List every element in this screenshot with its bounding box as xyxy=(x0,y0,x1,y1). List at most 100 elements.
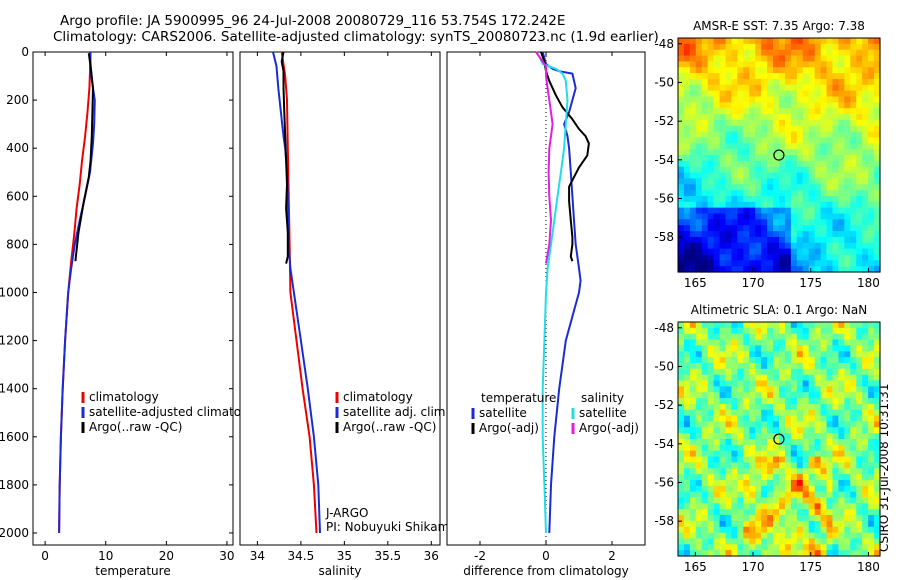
heatmap-cell xyxy=(814,362,822,370)
heatmap-cell xyxy=(826,322,834,329)
heatmap-cell xyxy=(784,479,792,487)
heatmap-cell xyxy=(695,178,703,185)
heatmap-cell xyxy=(784,544,792,551)
heatmap-cell xyxy=(820,78,828,86)
heatmap-cell xyxy=(850,155,857,162)
heatmap-cell xyxy=(844,515,851,522)
heatmap-cell xyxy=(755,172,762,179)
heatmap-cell xyxy=(838,327,845,335)
heatmap-cell xyxy=(856,503,863,510)
heatmap-cell xyxy=(874,131,881,139)
heatmap-cell xyxy=(683,444,691,452)
heatmap-cell xyxy=(755,178,762,185)
heatmap-cell xyxy=(814,468,822,475)
heatmap-cell xyxy=(773,526,780,534)
heatmap-cell xyxy=(683,544,691,551)
heatmap-cell xyxy=(695,444,703,452)
heatmap-cell xyxy=(749,172,756,179)
heatmap-cell xyxy=(731,61,739,68)
heatmap-cell xyxy=(678,351,685,358)
heatmap-cell xyxy=(749,526,756,534)
heatmap-cell xyxy=(737,172,744,179)
heatmap-cell xyxy=(856,149,863,156)
heatmap-cell xyxy=(678,439,685,446)
heatmap-cell xyxy=(868,444,875,452)
heatmap-cell xyxy=(707,78,715,86)
heatmap-cell xyxy=(790,509,798,516)
heatmap-cell xyxy=(749,509,756,516)
heatmap-cell xyxy=(695,450,703,458)
heatmap-cell xyxy=(779,520,786,528)
heatmap-cell xyxy=(719,333,727,341)
heatmap-cell xyxy=(743,195,750,203)
heatmap-cell xyxy=(808,503,816,510)
heatmap-cell xyxy=(701,125,709,133)
heatmap-cell xyxy=(683,357,691,364)
heatmap-cell xyxy=(850,61,857,68)
heatmap-cell xyxy=(695,242,703,250)
heatmap-cell xyxy=(725,38,733,45)
heatmap-cell xyxy=(844,190,851,197)
heatmap-cell xyxy=(826,444,834,452)
heatmap-cell xyxy=(695,333,703,341)
heatmap-cell xyxy=(725,427,733,434)
heatmap-cell xyxy=(779,386,786,393)
heatmap-cell xyxy=(779,96,786,103)
heatmap-cell xyxy=(796,90,804,98)
heatmap-cell xyxy=(814,84,822,92)
heatmap-cell xyxy=(814,403,822,411)
heatmap-cell xyxy=(820,219,828,226)
heatmap-cell xyxy=(814,415,822,423)
heatmap-cell xyxy=(784,55,792,62)
heatmap-cell xyxy=(874,90,881,98)
heatmap-cell xyxy=(844,119,851,127)
heatmap-cell xyxy=(784,538,792,545)
heatmap-cell xyxy=(755,38,762,45)
heatmap-cell xyxy=(707,155,715,162)
heatmap-cell xyxy=(790,67,798,74)
heatmap-cell xyxy=(826,450,834,458)
heatmap-cell xyxy=(761,90,768,98)
heatmap-cell xyxy=(838,456,845,463)
heatmap-cell xyxy=(707,90,715,98)
heatmap-cell xyxy=(755,503,762,510)
heatmap-cell xyxy=(820,544,828,551)
heatmap-cell xyxy=(779,433,786,440)
heatmap-cell xyxy=(737,503,744,510)
heatmap-cell xyxy=(802,67,810,74)
heatmap-cell xyxy=(874,114,881,121)
heatmap-cell xyxy=(743,73,750,80)
heatmap-cell xyxy=(678,339,685,346)
heatmap-cell xyxy=(779,114,786,121)
heatmap-cell xyxy=(856,254,863,261)
heatmap-cell xyxy=(755,550,762,557)
heatmap-cell xyxy=(761,201,768,209)
heatmap-cell xyxy=(725,96,733,103)
heatmap-cell xyxy=(701,380,709,387)
heatmap-cell xyxy=(796,544,804,551)
heatmap-cell xyxy=(796,322,804,329)
heatmap-cell xyxy=(796,357,804,364)
heatmap-cell xyxy=(707,380,715,387)
heatmap-cell xyxy=(874,61,881,68)
heatmap-cell xyxy=(725,503,733,510)
heatmap-cell xyxy=(784,131,792,139)
heatmap-cell xyxy=(796,433,804,440)
heatmap-cell xyxy=(755,43,762,51)
heatmap-cell xyxy=(862,254,869,261)
heatmap-cell xyxy=(701,55,709,62)
heatmap-cell xyxy=(755,90,762,98)
heatmap-cell xyxy=(796,266,804,273)
legend-header: temperature xyxy=(481,391,556,405)
heatmap-cell xyxy=(767,254,774,261)
heatmap-cell xyxy=(767,201,774,209)
heatmap-cell xyxy=(826,339,834,346)
heatmap-cell xyxy=(749,462,756,469)
heatmap-cell xyxy=(820,339,828,346)
heatmap-cell xyxy=(725,67,733,74)
heatmap-cell xyxy=(773,421,780,428)
heatmap-cell xyxy=(761,386,768,393)
heatmap-cell xyxy=(678,172,685,179)
heatmap-cell xyxy=(719,61,727,68)
heatmap-cell xyxy=(713,333,721,341)
